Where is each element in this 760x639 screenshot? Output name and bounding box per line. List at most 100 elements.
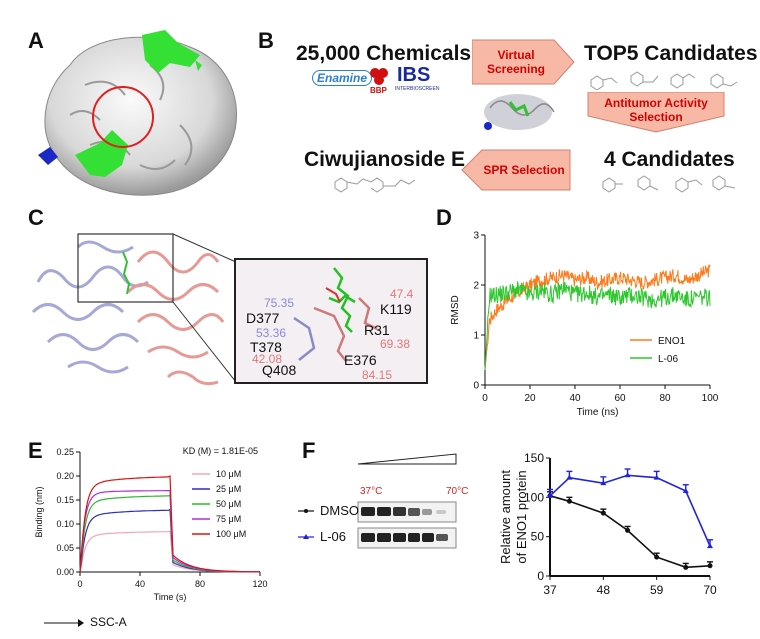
y-tick-label: 3: [473, 230, 479, 241]
x-tick-label: 40: [135, 579, 145, 589]
e376-label: E376: [344, 352, 377, 368]
data-point: [653, 474, 660, 480]
ibs-logo: IBS: [397, 64, 431, 86]
x-tick-label: 120: [252, 579, 267, 589]
ibs-sublabel: INTERBIOSCREEN: [395, 86, 440, 92]
series-line-dmso: [549, 495, 711, 569]
legend-label: 25 μM: [216, 484, 241, 494]
legend-label: 100 μM: [216, 529, 246, 539]
x-tick-label: 0: [77, 579, 82, 589]
legend-label: 75 μM: [216, 514, 241, 524]
y-tick-label: 0.10: [56, 519, 74, 529]
y-tick-label: 100: [524, 490, 544, 504]
x-axis-label: Time (ns): [577, 407, 619, 418]
enamine-logo: Enamine: [312, 70, 373, 86]
legend-label: ENO1: [658, 336, 686, 347]
data-point: [682, 488, 689, 494]
y-axis-label-line2: of ENO1 protein: [514, 470, 529, 563]
compound-structure: [334, 177, 416, 193]
legend-label: L-06: [658, 354, 678, 365]
x-tick-label: 60: [614, 393, 626, 404]
data-point: [683, 564, 689, 570]
series-line-100-μM: [79, 474, 260, 573]
top5-structures: [590, 71, 738, 90]
data-point: [566, 498, 572, 504]
ssc-arrow: [44, 619, 84, 627]
y-tick-label: 50: [531, 530, 545, 544]
dmso-legend: DMSO: [320, 503, 359, 518]
data-point: [707, 563, 713, 569]
temp-high-label: 70°C: [446, 486, 469, 497]
panel-label-a: A: [28, 28, 44, 53]
chart-f-thermal-shift: 37 48 59 70 0 50 100 150 Relative amount of ENO1 …: [498, 451, 717, 597]
compound-title: Ciwujianoside E: [304, 148, 466, 171]
y-tick-label: 0.00: [56, 567, 74, 577]
k119-value: 47.4: [390, 287, 414, 301]
y-tick-label: 0: [537, 569, 544, 583]
data-point: [600, 480, 607, 486]
y-axis-label: RMSD: [450, 295, 461, 324]
t378-value: 53.36: [256, 326, 287, 340]
panel-label-c: C: [28, 205, 44, 230]
data-point: [707, 543, 713, 549]
bbp-logo: BBP: [370, 68, 388, 94]
r31-value: 69.38: [380, 337, 411, 351]
y-tick-label: 150: [524, 451, 544, 465]
x-tick-label: 37: [543, 583, 557, 597]
spr-selection-label: SPR Selection: [483, 163, 565, 177]
e376-value: 84.15: [362, 368, 393, 382]
k119-label: K119: [380, 301, 412, 317]
chart-d-rmsd: 0 20 40 60 80 100 0 1 2 3 Time (ns) RMSD ENO1 L-06: [450, 230, 719, 418]
chart-e-spr-binding: 0 40 80 120 0.00 0.05 0.10 0.15 0.20 0.25 Time (s)…: [34, 446, 268, 602]
data-point: [547, 492, 553, 498]
x-tick-label: 100: [702, 393, 719, 404]
data-point: [566, 474, 573, 480]
four-candidates-title: 4 Candidates: [604, 148, 735, 171]
spr-selection-arrow: [461, 149, 571, 191]
panel-label-f: F: [302, 438, 316, 463]
y-axis-label-line1: Relative amount: [498, 470, 513, 564]
x-tick-label: 20: [524, 393, 536, 404]
x-tick-label: 40: [569, 393, 581, 404]
antitumor-label: Antitumor Activity Selection: [604, 96, 708, 124]
data-point: [600, 510, 606, 516]
x-tick-label: 59: [650, 583, 664, 597]
y-tick-label: 0.05: [56, 543, 74, 553]
temp-low-label: 37°C: [360, 486, 383, 497]
y-tick-label: 1: [473, 330, 479, 341]
d377-value: 75.35: [264, 296, 295, 310]
protein-surface-image: [38, 30, 237, 196]
data-point: [625, 527, 631, 533]
r31-label: R31: [364, 322, 390, 338]
y-tick-label: 0.15: [56, 495, 74, 505]
virtual-screening-label: Virtual Screening: [486, 48, 546, 76]
antitumor-arrow: [587, 92, 725, 133]
four-candidates-structures: [602, 175, 736, 193]
y-tick-label: 0.25: [56, 447, 74, 457]
panel-label-e: E: [28, 438, 43, 463]
docking-structure-image: [484, 94, 555, 130]
panel-label-d: D: [436, 205, 452, 230]
series-line-eno1: [484, 264, 711, 371]
kd-label: KD (M) = 1.81E-05: [183, 446, 258, 456]
x-tick-label: 80: [195, 579, 205, 589]
chemicals-title: 25,000 Chemicals: [296, 42, 472, 65]
top5-title: TOP5 Candidates: [584, 42, 758, 65]
x-tick-label: 80: [659, 393, 671, 404]
x-axis-label: Time (s): [154, 592, 187, 602]
y-tick-label: 0.20: [56, 471, 74, 481]
ssc-label: SSC-A: [90, 615, 127, 629]
y-tick-label: 0: [473, 380, 479, 391]
binding-site-inset: [234, 258, 428, 384]
x-tick-label: 0: [482, 393, 488, 404]
l06-legend: L-06: [320, 529, 347, 544]
d377-label: D377: [246, 310, 280, 326]
q408-value: 42.08: [252, 352, 283, 366]
y-tick-label: 2: [473, 280, 479, 291]
x-tick-label: 48: [597, 583, 611, 597]
legend-label: 50 μM: [216, 499, 241, 509]
x-tick-label: 70: [703, 583, 717, 597]
enzyme-structure-image: [31, 233, 237, 386]
legend-label: 10 μM: [216, 469, 241, 479]
y-axis-label: Binding (nm): [34, 486, 44, 537]
